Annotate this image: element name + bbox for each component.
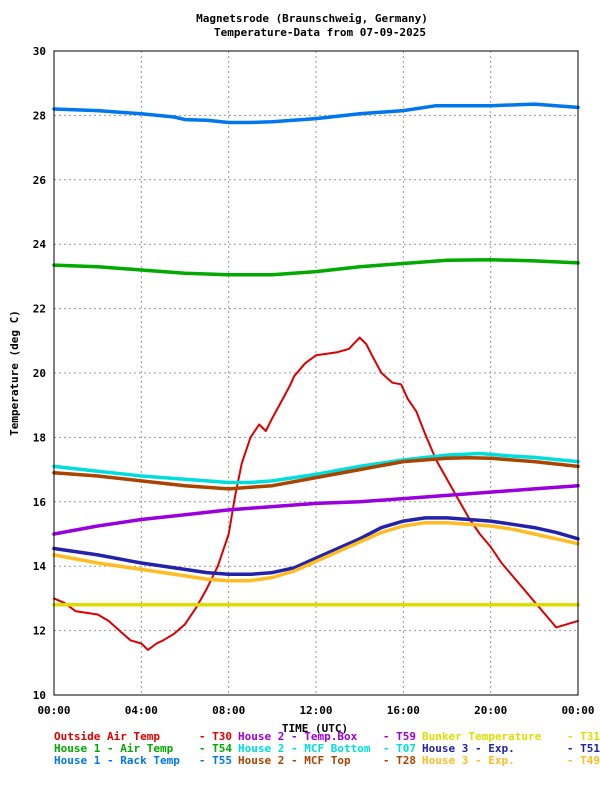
legend-code-t28: - T28 [383, 754, 416, 767]
x-tick-label: 20:00 [474, 704, 507, 717]
series-layer [52, 102, 580, 651]
x-axis-label: TIME (UTC) [282, 722, 348, 735]
series-line-t55 [52, 102, 580, 125]
legend-code-t59: - T59 [383, 730, 416, 743]
legend-code-t31: - T31 [567, 730, 600, 743]
legend: Outside Air Temp - T30 House 2 - Temp.Box -… [54, 730, 600, 767]
legend-code-t49: - T49 [567, 754, 600, 767]
series-line-t49 [52, 520, 580, 583]
series-line-t28 [52, 455, 580, 491]
legend-code-t07: - T07 [383, 742, 416, 755]
x-tick-label: 08:00 [212, 704, 245, 717]
series-line-t59 [52, 483, 580, 536]
y-tick-label: 28 [33, 109, 46, 122]
chart-subtitle: Temperature-Data from 07-09-2025 [214, 26, 426, 39]
series-line-t30 [53, 336, 579, 651]
plot-frame [53, 50, 579, 696]
y-tick-label: 24 [33, 238, 47, 251]
series-line-t07 [52, 451, 580, 485]
y-tick-label: 22 [33, 303, 46, 316]
series-line-t54 [52, 257, 580, 277]
legend-code-t30: - T30 [199, 730, 232, 743]
y-tick-label: 18 [33, 431, 46, 444]
legend-entry-t54: House 1 - Air Temp [54, 742, 174, 755]
y-tick-label: 20 [33, 367, 46, 380]
y-tick-label: 30 [33, 45, 46, 58]
legend-code-t54: - T54 [199, 742, 232, 755]
x-tick-label: 00:00 [561, 704, 594, 717]
x-axis-ticks: 00:00 04:00 08:00 12:00 16:00 20:00 00:00 [37, 704, 594, 717]
legend-code-t51: - T51 [567, 742, 600, 755]
legend-entry-t07: House 2 - MCF Bottom [238, 742, 371, 755]
x-tick-label: 12:00 [299, 704, 332, 717]
legend-code-t55: - T55 [199, 754, 232, 767]
legend-entry-t30: Outside Air Temp [54, 730, 160, 743]
y-tick-label: 26 [33, 174, 47, 187]
legend-entry-t31: Bunker Temperature [422, 730, 542, 743]
series-line-t51 [52, 516, 580, 577]
legend-entry-t59: House 2 - Temp.Box [238, 730, 358, 743]
legend-entry-t28: House 2 - MCF Top [238, 754, 351, 767]
legend-entry-t49: House 3 - Exp. [422, 754, 515, 767]
y-axis-ticks: 10 12 14 16 18 20 22 24 26 28 30 [33, 45, 47, 702]
legend-entry-t51: House 3 - Exp. [422, 742, 515, 755]
x-tick-label: 00:00 [37, 704, 70, 717]
x-tick-label: 04:00 [125, 704, 158, 717]
chart-title: Magnetsrode (Braunschweig, Germany) [196, 12, 428, 25]
y-tick-label: 12 [33, 625, 46, 638]
y-axis-label: Temperature (deg C) [8, 310, 21, 436]
y-tick-label: 10 [33, 689, 46, 702]
x-tick-label: 16:00 [387, 704, 420, 717]
y-tick-label: 16 [33, 496, 47, 509]
y-tick-label: 14 [33, 560, 47, 573]
legend-entry-t55: House 1 - Rack Temp [54, 754, 180, 767]
